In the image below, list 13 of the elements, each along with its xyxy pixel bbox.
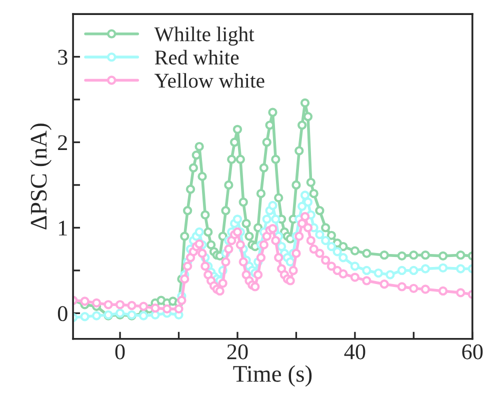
x-axis-title: Time (s): [233, 365, 312, 387]
y-tick-label: 1: [59, 220, 67, 236]
x-tick-label: 60: [462, 344, 483, 360]
y-axis-title: ΔPSC (nA): [30, 124, 52, 230]
y-tick-label: 0: [58, 306, 68, 322]
x-tick-label: 0: [115, 344, 125, 360]
y-tick-label: 3: [58, 50, 68, 65]
x-tick-label: 40: [344, 344, 366, 360]
legend-label: Yellow white: [154, 73, 264, 88]
x-tick-label: 20: [227, 344, 248, 360]
y-tick-label: 2: [58, 135, 67, 150]
legend-label: Red white: [154, 50, 239, 65]
legend-label: Whilte light: [154, 26, 254, 46]
